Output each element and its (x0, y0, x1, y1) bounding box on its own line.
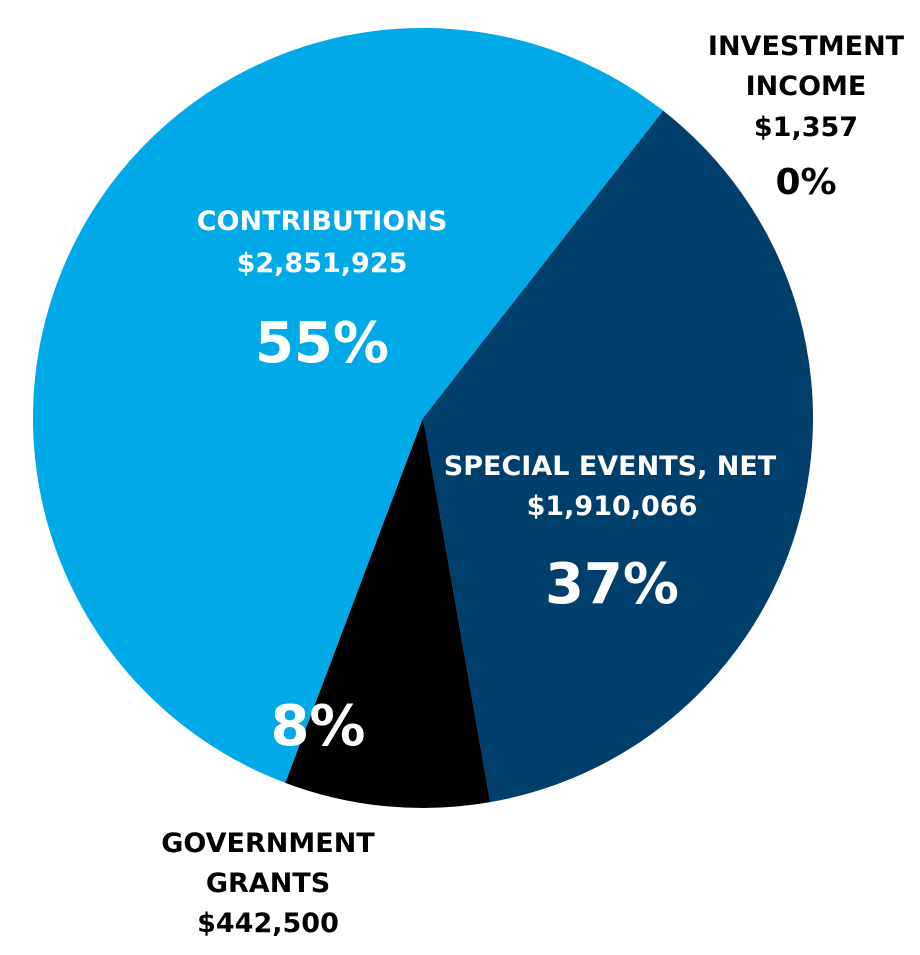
contributions-name: CONTRIBUTIONS (197, 206, 448, 237)
pie-labels: CONTRIBUTIONS $2,851,925 55% SPECIAL EVE… (161, 31, 904, 939)
special-events-amount: $1,910,066 (527, 491, 698, 522)
special-events-percent: 37% (545, 552, 679, 617)
investment-income-name-line2: INCOME (746, 71, 867, 102)
pie-slice-special-events (423, 110, 814, 803)
contributions-percent: 55% (255, 311, 389, 376)
investment-income-amount: $1,357 (754, 112, 858, 143)
government-grants-amount: $442,500 (197, 908, 339, 939)
pie-slice-government-grants (285, 418, 491, 809)
pie-slices (32, 27, 814, 809)
government-grants-name-line1: GOVERNMENT (161, 828, 375, 859)
contributions-amount: $2,851,925 (237, 248, 408, 279)
pie-slice-contributions (32, 27, 663, 783)
special-events-name: SPECIAL EVENTS, NET (444, 451, 777, 482)
investment-income-name-line1: INVESTMENT (708, 31, 905, 62)
government-grants-percent: 8% (270, 694, 365, 759)
government-grants-name-line2: GRANTS (206, 868, 330, 899)
investment-income-percent: 0% (775, 162, 836, 203)
